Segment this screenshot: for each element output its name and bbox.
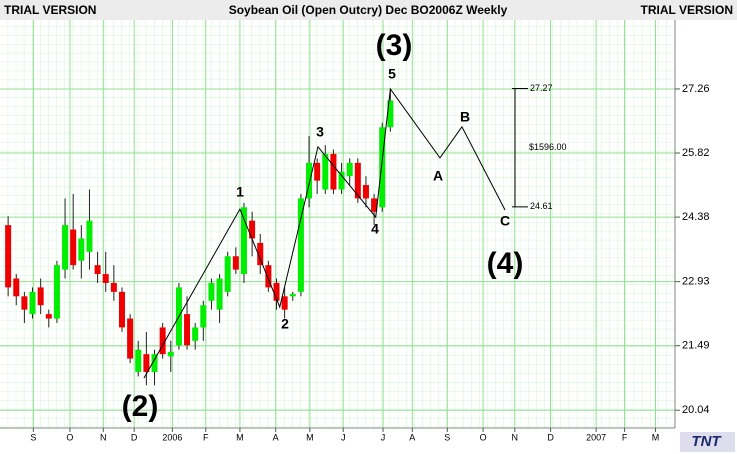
- chart-title: Soybean Oil (Open Outcry) Dec BO2006Z We…: [229, 3, 508, 17]
- candle-body: [143, 354, 150, 372]
- candle-body: [184, 314, 191, 346]
- candle-body: [297, 198, 304, 292]
- candle-body: [78, 238, 85, 261]
- x-tick-label: O: [66, 432, 73, 442]
- candle-body: [5, 225, 12, 288]
- candle-body: [346, 162, 353, 177]
- y-tick-label: 25.82: [682, 147, 710, 159]
- measure-low-label: 24.61: [530, 201, 553, 211]
- candle-body: [265, 265, 272, 288]
- x-tick-label: J: [381, 432, 386, 442]
- candle-body: [224, 256, 231, 292]
- wave-label: (3): [376, 29, 413, 62]
- candle-body: [62, 225, 69, 270]
- candle-body: [135, 349, 142, 372]
- candle-body: [110, 282, 117, 292]
- y-tick-label: 20.04: [682, 404, 710, 416]
- logo: TNT: [691, 433, 722, 450]
- wave-label: 5: [388, 66, 396, 82]
- x-tick-label: F: [203, 432, 209, 442]
- x-tick-label: N: [100, 432, 107, 442]
- candle-body: [13, 278, 20, 297]
- y-tick-label: 21.49: [682, 340, 710, 352]
- candle-body: [94, 265, 101, 275]
- wave-label: 3: [316, 124, 324, 140]
- candle-body: [330, 153, 337, 190]
- candle-body: [362, 185, 369, 199]
- candle-body: [70, 229, 77, 266]
- x-tick-label: 2007: [586, 432, 606, 442]
- candle-body: [314, 162, 321, 181]
- x-tick-label: 2006: [162, 432, 182, 442]
- candle-body: [200, 305, 207, 328]
- y-tick-label: 27.26: [682, 83, 710, 95]
- candle-body: [102, 274, 109, 283]
- wave-label: C: [500, 213, 510, 229]
- x-tick-label: N: [512, 432, 519, 442]
- x-tick-label: J: [341, 432, 346, 442]
- x-tick-label: D: [547, 432, 554, 442]
- candle-body: [159, 327, 166, 355]
- candle-body: [322, 153, 329, 190]
- candle-body: [37, 287, 44, 306]
- candle-body: [45, 314, 52, 319]
- minor-grid: [0, 20, 675, 428]
- candle-body: [192, 327, 199, 341]
- candle-body: [21, 296, 28, 310]
- candle-body: [53, 265, 60, 319]
- candle-body: [257, 242, 264, 266]
- candle-body: [86, 220, 93, 252]
- watermark: TRIAL VERSION: [641, 3, 733, 17]
- wave-label: 4: [371, 221, 379, 237]
- x-tick-label: A: [273, 432, 279, 442]
- x-tick-label: S: [30, 432, 36, 442]
- candle-body: [216, 278, 223, 310]
- candle-body: [29, 291, 36, 315]
- candle-body: [151, 354, 158, 372]
- logo-box: [680, 432, 735, 452]
- x-tick-label: M: [236, 432, 244, 442]
- candle-body: [371, 198, 378, 212]
- x-tick-label: F: [622, 432, 628, 442]
- watermark: TRIAL VERSION: [4, 3, 96, 17]
- right-axis-bg: [675, 20, 737, 428]
- x-tick-label: A: [409, 432, 415, 442]
- candle-body: [354, 162, 361, 199]
- candle-body: [232, 256, 239, 270]
- header-bar: [0, 0, 737, 20]
- candle-body: [127, 318, 134, 359]
- x-tick-label: D: [131, 432, 138, 442]
- bottom-axis-bg: [0, 428, 737, 454]
- candle-body: [281, 296, 288, 310]
- candle-body: [249, 220, 256, 239]
- wave-label: 1: [236, 184, 244, 200]
- y-tick-label: 22.93: [682, 276, 710, 288]
- candle-body: [167, 351, 174, 357]
- wave-label: B: [460, 109, 470, 125]
- candle-body: [208, 282, 215, 301]
- candle-body: [379, 127, 386, 208]
- wave-label: A: [433, 168, 443, 184]
- candle-body: [387, 100, 394, 128]
- x-tick-label: O: [480, 432, 487, 442]
- candle-body: [118, 291, 125, 328]
- candle-body: [273, 282, 280, 301]
- x-tick-label: S: [444, 432, 450, 442]
- measure-high-label: 27.27: [530, 83, 553, 93]
- candle-body: [240, 207, 247, 275]
- candle-body: [306, 162, 313, 199]
- candle-body: [289, 294, 296, 297]
- wave-line: [143, 87, 506, 379]
- wave-label: (2): [122, 390, 159, 423]
- x-tick-label: M: [652, 432, 660, 442]
- candle-body: [338, 171, 345, 190]
- wave-label: (4): [487, 247, 524, 280]
- wave-label: 2: [281, 316, 289, 332]
- measure-label: $1596.00: [529, 142, 567, 152]
- x-tick-label: M: [306, 432, 314, 442]
- y-tick-label: 24.38: [682, 211, 710, 223]
